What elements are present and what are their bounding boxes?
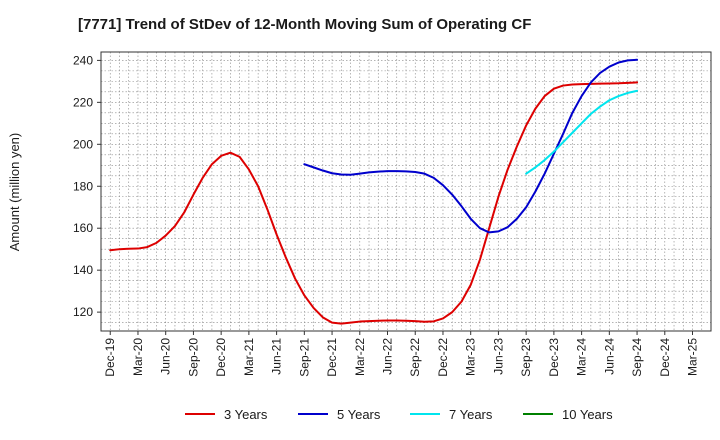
x-tick-label: Mar-22 — [353, 338, 367, 376]
plot-area — [100, 51, 712, 332]
x-tick-label: Mar-23 — [464, 338, 478, 376]
series-line-2 — [303, 58, 639, 234]
y-tick-label: 180 — [73, 179, 93, 193]
legend-label: 10 Years — [562, 407, 613, 422]
y-axis-label: Amount (million yen) — [7, 133, 22, 252]
x-axis: Dec-19 Mar-20 Jun-20 Sep-20 Dec-20 Mar-21 Jun-… — [103, 331, 700, 377]
series-line-1 — [109, 81, 639, 325]
x-tick-label: Jun-24 — [602, 338, 616, 375]
y-tick-label: 200 — [73, 137, 93, 151]
x-tick-label: Jun-20 — [159, 338, 173, 375]
legend-label: 5 Years — [337, 407, 381, 422]
y-tick-label: 140 — [73, 263, 93, 277]
x-tick-label: Dec-24 — [658, 338, 672, 377]
y-tick-label: 220 — [73, 95, 93, 109]
x-tick-label: Mar-21 — [242, 338, 256, 376]
x-tick-label: Jun-23 — [491, 338, 505, 375]
y-tick-label: 240 — [73, 53, 93, 67]
legend-label: 7 Years — [449, 407, 493, 422]
chart-title: [7771] Trend of StDev of 12-Month Moving… — [78, 16, 531, 33]
x-tick-label: Dec-21 — [325, 338, 339, 377]
legend: 3 Years 5 Years 7 Years 10 Years — [185, 407, 613, 422]
x-tick-label: Jun-21 — [270, 338, 284, 375]
x-tick-label: Sep-20 — [186, 338, 200, 377]
x-tick-label: Dec-20 — [214, 338, 228, 377]
x-tick-label: Sep-23 — [519, 338, 533, 377]
x-tick-label: Jun-22 — [381, 338, 395, 375]
plot-background — [101, 52, 711, 331]
x-tick-label: Dec-23 — [547, 338, 561, 377]
x-tick-label: Sep-22 — [408, 338, 422, 377]
x-tick-label: Dec-19 — [103, 338, 117, 377]
legend-label: 3 Years — [224, 407, 268, 422]
y-tick-label: 120 — [73, 305, 93, 319]
y-axis: 120 140 160 180 200 220 240 — [73, 53, 101, 319]
x-tick-label: Sep-21 — [297, 338, 311, 377]
x-tick-label: Sep-24 — [630, 338, 644, 377]
series-line-3 — [525, 89, 639, 175]
x-tick-label: Mar-20 — [131, 338, 145, 376]
x-tick-label: Dec-22 — [436, 338, 450, 377]
x-tick-label: Mar-24 — [575, 338, 589, 376]
x-tick-label: Mar-25 — [686, 338, 700, 376]
series-layer — [109, 58, 639, 325]
plot-border — [100, 51, 712, 332]
y-tick-label: 160 — [73, 221, 93, 235]
